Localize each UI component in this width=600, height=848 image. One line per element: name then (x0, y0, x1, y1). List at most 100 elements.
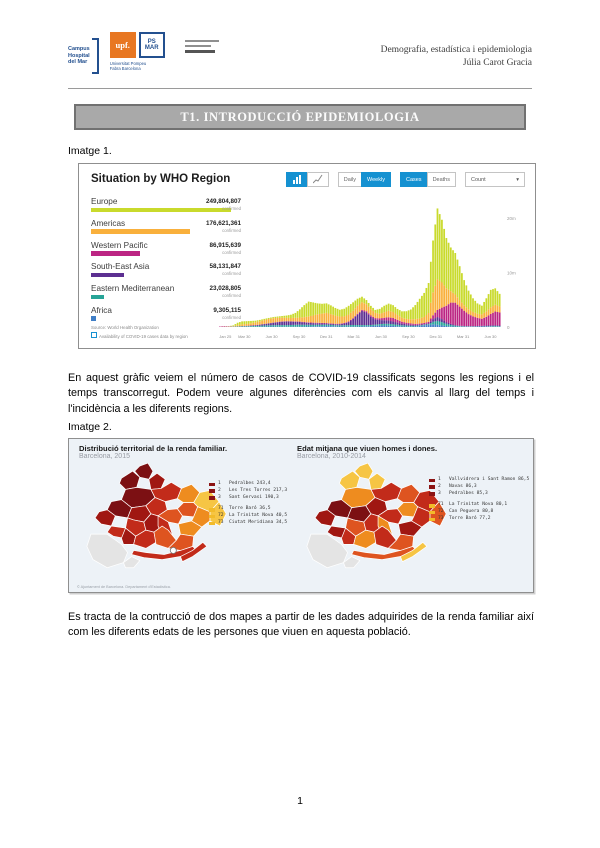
chart-bar-segment (267, 319, 270, 324)
chart-bar-segment (401, 326, 403, 327)
who-region-row[interactable]: Americas 176,621,361 confirmed (91, 218, 241, 240)
chart-bar-segment (363, 325, 366, 327)
district-polygon (399, 541, 428, 563)
chart-bar-segment (454, 302, 457, 326)
who-region-row[interactable]: Europe 249,804,807 confirmed (91, 196, 241, 218)
chart-bar-segment (256, 324, 259, 326)
chart-bar-segment (223, 326, 226, 327)
chart-bar-segment (323, 313, 326, 323)
chart-bar-segment (416, 326, 419, 327)
chart-bar-segment (463, 305, 465, 311)
chart-bar-segment (438, 325, 441, 327)
chart-bar-segment (290, 321, 292, 325)
chart-bar-segment (381, 320, 383, 324)
chart-bar-segment (310, 324, 312, 327)
legend-swatch (209, 507, 215, 512)
chart-bar-segment (461, 308, 463, 326)
chart-bar-segment (305, 316, 308, 323)
chart-bar-segment (374, 312, 377, 319)
chart-bar-segment (416, 318, 419, 324)
who-region-row[interactable]: Western Pacific 86,915,639 confirmed (91, 240, 241, 262)
chart-bar-segment (432, 315, 434, 320)
who-region-row[interactable]: Africa 9,305,115 confirmed (91, 305, 241, 327)
source-line: Source: World Health Organization (91, 325, 159, 330)
legend-swatch (429, 485, 435, 489)
chart-bar-segment (243, 326, 246, 327)
chart-bar-segment (327, 323, 330, 325)
region-bar (91, 251, 140, 256)
chart-bar-segment (432, 319, 434, 322)
chart-bar-segment (330, 324, 332, 327)
chart-bar-segment (354, 315, 357, 317)
chart-bar-segment (412, 323, 414, 325)
chart-bar-segment (427, 324, 430, 327)
chart-bar-segment (383, 305, 386, 313)
chart-bar-segment (285, 325, 288, 327)
chart-bar-segment (372, 307, 374, 312)
chart-bar-segment (258, 324, 261, 326)
chart-bar-segment (425, 314, 428, 323)
chart-bar-segment (429, 261, 432, 303)
chart-bar-segment (414, 319, 417, 324)
legend-swatch (429, 478, 435, 483)
x-axis-tick: Mar 30 (238, 334, 251, 339)
chart-bar-segment (409, 319, 412, 324)
page-title: T1. INTRODUCCIÓ EPIDEMIOLOGIA (74, 104, 526, 130)
bar-chart-button[interactable] (285, 172, 308, 187)
legend-rank: 2 (438, 483, 441, 489)
chart-bar-segment (347, 325, 350, 327)
deaths-button[interactable]: Deaths (426, 172, 456, 187)
chart-bar-segment (263, 318, 266, 321)
line-chart-button[interactable] (306, 172, 329, 187)
chart-bar-segment (429, 321, 432, 324)
chart-bar-segment (376, 318, 379, 320)
chart-bar-segment (434, 321, 437, 325)
chart-bar-segment (294, 312, 297, 318)
weekly-button[interactable]: Weekly (361, 172, 391, 187)
chart-bar-segment (478, 304, 481, 315)
district-polygon (121, 527, 137, 545)
chart-bar-segment (252, 325, 255, 327)
chart-bar-segment (496, 305, 499, 312)
who-region-row[interactable]: Eastern Mediterranean 23,028,805 confirmed (91, 283, 241, 305)
chart-bar-segment (236, 322, 239, 326)
chart-bar-segment (323, 324, 326, 327)
chart-bar-segment (352, 310, 354, 319)
chart-bar-segment (434, 324, 437, 327)
chart-bar-segment (383, 312, 386, 318)
chart-bar-segment (421, 325, 423, 326)
chart-bar-segment (296, 317, 299, 322)
chart-bar-segment (389, 311, 392, 318)
chart-bar-segment (458, 306, 461, 326)
region-name: Eastern Mediterranean (91, 284, 175, 294)
chart-bar-segment (352, 324, 354, 327)
chart-bar-segment (369, 324, 372, 327)
chart-bar-segment (441, 325, 443, 327)
region-count-unit: confirmed (222, 314, 241, 320)
region-bar (91, 294, 104, 300)
chart-bar-segment (401, 325, 403, 327)
chart-bar-segment (474, 312, 477, 318)
chart-bar-segment (396, 322, 399, 325)
chart-bar-segment (374, 318, 377, 320)
chart-bar-segment (478, 318, 481, 326)
chart-bar-segment (250, 326, 252, 327)
chart-bar-segment (412, 324, 414, 326)
chart-bar-segment (263, 325, 266, 327)
chart-bar-segment (354, 325, 357, 327)
who-region-row[interactable]: South-East Asia 58,131,847 confirmed (91, 261, 241, 283)
cases-button[interactable]: Cases (399, 172, 428, 187)
chart-bar-segment (270, 317, 272, 319)
chart-bar-segment (396, 326, 399, 327)
chart-bar-segment (429, 324, 432, 327)
chart-bar-segment (452, 292, 454, 303)
chart-bar-segment (423, 292, 426, 317)
district-polygon (179, 541, 208, 563)
chart-bar-segment (294, 324, 297, 327)
chart-bar-segment (321, 313, 323, 323)
chart-bar-segment (298, 309, 301, 318)
chart-bar-segment (498, 293, 501, 307)
daily-button[interactable]: Daily (337, 172, 363, 187)
chart-bar-segment (454, 325, 457, 326)
count-dropdown[interactable]: Count ▾ (465, 172, 525, 187)
